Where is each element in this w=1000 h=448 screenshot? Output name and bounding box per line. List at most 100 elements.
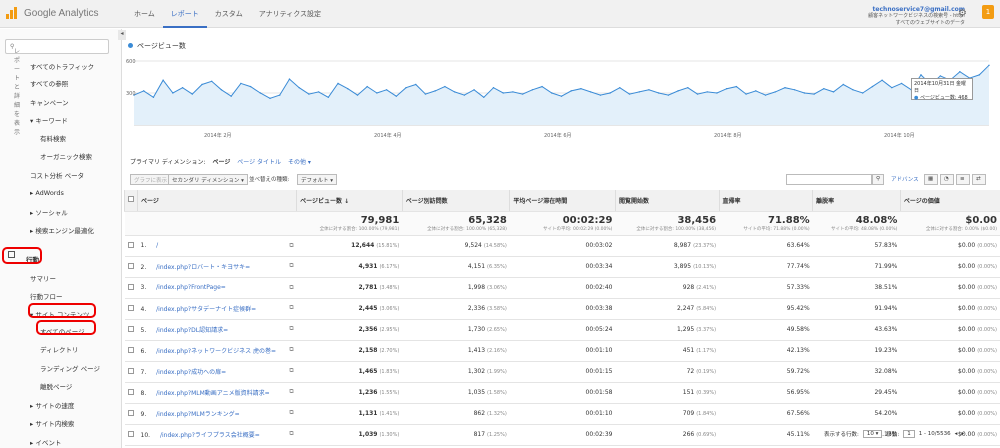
sidebar-item[interactable]: すべてのページ (40, 328, 85, 336)
sidebar-item[interactable]: サマリー (30, 275, 56, 283)
next-page-icon[interactable]: ▸ (961, 431, 965, 437)
table-row[interactable]: 5. /index.php?DL認知請求= ⧉ 2,356 (2.95%) 1,730(… (124, 319, 1000, 341)
row-checkbox[interactable] (127, 304, 134, 311)
external-link-icon[interactable]: ⧉ (289, 367, 294, 374)
sidebar-item[interactable]: 行動フロー (30, 293, 63, 301)
table-row[interactable]: 1. / ⧉ 12,644 (15.81%) 9,524 (14.58%) 00:03:02… (124, 235, 1000, 257)
pageviews-line-chart[interactable]: 600 300 2014年 2月 2014年 4月 2014年 6月 2014年 8月 20… (124, 55, 994, 157)
goto-input[interactable]: 1 (903, 430, 915, 438)
pie-view-icon[interactable]: ◔ (940, 174, 954, 185)
table-row[interactable]: 2. /index.php?ロバート・キヨサキ= ⧉ 4,931 (6.17%) 4,1… (124, 256, 1000, 278)
col-page[interactable]: ページ (136, 190, 297, 212)
external-link-icon[interactable]: ⧉ (289, 346, 294, 353)
page-link[interactable]: /index.php?ライフプラス会社概要= (159, 432, 260, 439)
prev-page-icon[interactable]: ◂ (954, 431, 958, 437)
page-link[interactable]: /index.php?MLMランキング= (156, 411, 240, 418)
table-row[interactable]: 9. /index.php?MLMランキング= ⧉ 1,131 (1.41%) 862(… (124, 403, 1000, 425)
external-link-icon[interactable]: ⧉ (289, 388, 294, 395)
col-pageviews[interactable]: ページビュー数 ↓ (296, 190, 403, 212)
row-checkbox[interactable] (127, 241, 134, 248)
gear-icon[interactable]: ⚙ (958, 8, 967, 19)
col-exit-rate[interactable]: 離脱率 (812, 190, 901, 212)
row-checkbox[interactable] (127, 283, 134, 290)
account-selector[interactable]: technoservice7@gmail.com 顧客ネットワークビジネスの検索… (830, 6, 965, 27)
rows-per-page-select[interactable]: 10 ▾ (862, 430, 883, 438)
col-page-value[interactable]: ページの価値 (899, 190, 1000, 212)
sidebar-item[interactable]: 有料検索 (40, 135, 66, 143)
tab-admin[interactable]: アナリティクス設定 (258, 10, 322, 18)
dim-page-title[interactable]: ページ タイトル (237, 159, 282, 166)
plot-rows-button[interactable]: グラフに表示 (130, 174, 172, 185)
col-entrances[interactable]: 閲覧開始数 (614, 190, 720, 212)
sidebar-item[interactable]: ▸ 検索エンジン最適化 (30, 227, 94, 235)
sidebar-item[interactable]: ランディング ページ (40, 365, 100, 373)
table-row[interactable]: 4. /index.php?サタデーナイト症候群= ⧉ 2,445 (3.06%) 2,… (124, 298, 1000, 320)
row-checkbox[interactable] (127, 430, 134, 437)
performance-view-icon[interactable]: ≡ (956, 174, 970, 185)
row-checkbox[interactable] (127, 367, 134, 374)
sidebar-item[interactable]: ▸ サイトの速度 (30, 402, 75, 410)
google-analytics-logo[interactable]: Google Analytics (6, 7, 99, 19)
select-all-checkbox[interactable] (128, 196, 134, 203)
dim-other[interactable]: その他 ▾ (287, 159, 311, 166)
page-link[interactable]: /index.php?ネットワークビジネス 虎の巻= (156, 348, 277, 355)
table-row[interactable]: 6. /index.php?ネットワークビジネス 虎の巻= ⧉ 2,158 (2.70… (124, 340, 1000, 362)
table-row[interactable]: 8. /index.php?MLM動画アニメ版資料請求= ⧉ 1,236 (1.55%… (124, 382, 1000, 404)
sidebar-item[interactable]: ▸ ソーシャル (30, 209, 68, 217)
pageviews-cell: 2,158 (2.70%) (296, 340, 403, 362)
table-view-icon[interactable]: ▦ (924, 174, 938, 185)
sidebar-item[interactable]: コスト分析 ベータ (30, 172, 85, 180)
row-checkbox[interactable] (127, 346, 134, 353)
advanced-filter-link[interactable]: アドバンス (891, 177, 919, 183)
sort-type-dropdown[interactable]: デフォルト ▾ (297, 174, 338, 185)
tab-home[interactable]: ホーム (134, 10, 155, 18)
external-link-icon[interactable]: ⧉ (289, 241, 294, 249)
col-unique-pageviews[interactable]: ページ別訪問数 (401, 190, 510, 212)
collapse-sidebar-button[interactable]: ◂ (118, 30, 126, 40)
page-link[interactable]: /index.php?MLM動画アニメ版資料請求= (156, 390, 270, 397)
table-row[interactable]: 10. /index.php?ライフプラス会社概要= ⧉ 1,039 (1.30%) 8… (124, 424, 1000, 446)
row-checkbox[interactable] (127, 325, 134, 332)
page-link[interactable]: / (156, 241, 159, 249)
table-row[interactable]: 7. /index.php?成功への扉= ⧉ 1,465 (1.83%) 1,302 (1… (124, 361, 1000, 383)
external-link-icon[interactable]: ⧉ (289, 430, 294, 437)
pivot-view-icon[interactable]: ⇄ (972, 174, 986, 185)
dim-page[interactable]: ページ (212, 159, 231, 166)
sidebar-item[interactable]: ▸ サイト内検索 (30, 420, 75, 428)
row-checkbox[interactable] (127, 262, 134, 269)
sidebar-item[interactable]: キャンペーン (30, 99, 69, 107)
tab-reports[interactable]: レポート (162, 0, 207, 28)
external-link-icon[interactable]: ⧉ (289, 325, 294, 332)
filter-search-icon[interactable]: ⚲ (872, 174, 884, 185)
page-link[interactable]: /index.php?ロバート・キヨサキ= (156, 264, 251, 271)
row-checkbox[interactable] (127, 409, 134, 416)
table-row[interactable]: 3. /index.php?FrontPage= ⧉ 2,781 (3.48%) 1,9… (124, 277, 1000, 299)
sidebar-item[interactable]: ▾ サイト コンテンツ (30, 311, 90, 319)
col-avg-time[interactable]: 平均ページ滞在時間 (509, 190, 616, 212)
external-link-icon[interactable]: ⧉ (289, 262, 294, 269)
sidebar-item[interactable]: ▾ キーワード (30, 117, 68, 125)
sidebar-item[interactable]: オーガニック検索 (40, 153, 92, 161)
col-bounce-rate[interactable]: 直帰率 (718, 190, 813, 212)
value-pct: (0.00%) (977, 348, 997, 354)
notification-bell-icon[interactable]: 1 (982, 5, 994, 19)
external-link-icon[interactable]: ⧉ (289, 409, 294, 416)
page-link[interactable]: /index.php?DL認知請求= (156, 327, 229, 334)
tab-custom[interactable]: カスタム (214, 10, 243, 18)
row-checkbox[interactable] (127, 388, 134, 395)
table-filter-input[interactable] (786, 174, 872, 185)
sidebar-item[interactable]: すべてのトラフィック (30, 63, 95, 71)
sidebar-item[interactable]: ▸ AdWords (30, 189, 64, 197)
sidebar-item[interactable]: 行動 (26, 256, 39, 264)
external-link-icon[interactable]: ⧉ (289, 304, 294, 311)
page-link[interactable]: /index.php?サタデーナイト症候群= (156, 306, 257, 313)
sidebar-item[interactable]: ▸ イベント (30, 439, 62, 447)
page-link[interactable]: /index.php?成功への扉= (156, 369, 227, 376)
sidebar-item[interactable]: すべての参照 (30, 80, 69, 88)
sidebar-item[interactable]: ディレクトリ (40, 346, 79, 354)
secondary-dimension-dropdown[interactable]: セカンダリ ディメンション ▾ (168, 174, 248, 185)
page-link[interactable]: /index.php?FrontPage= (156, 283, 226, 291)
sidebar-item[interactable]: 離脱ページ (40, 383, 73, 391)
sidebar-search-input[interactable]: ⚲ レポートと詳細を表示 (5, 39, 109, 136)
external-link-icon[interactable]: ⧉ (289, 283, 294, 291)
